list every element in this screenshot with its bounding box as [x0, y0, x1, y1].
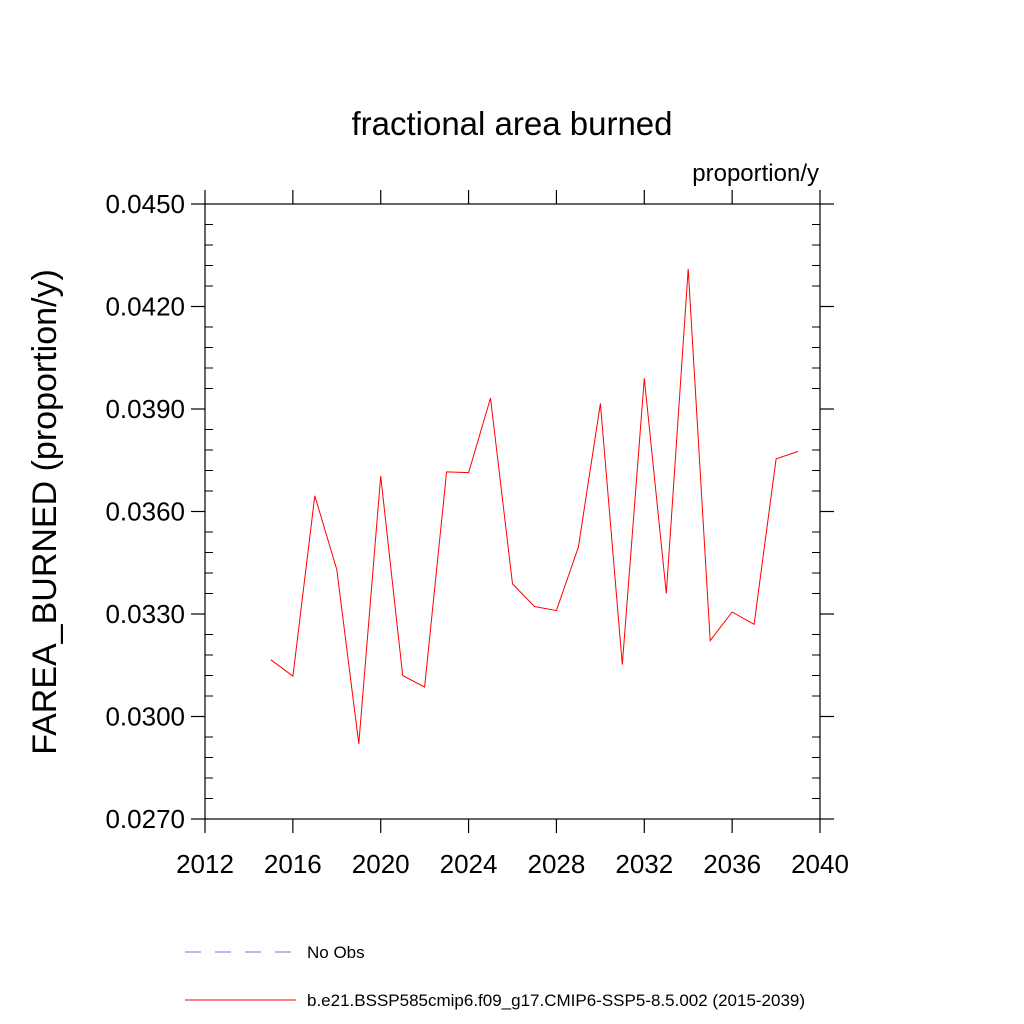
legend-label: b.e21.BSSP585cmip6.f09_g17.CMIP6-SSP5-8.…	[307, 991, 805, 1010]
y-tick-label: 0.0450	[105, 189, 185, 219]
x-tick-label: 2036	[703, 849, 761, 879]
y-tick-label: 0.0360	[105, 497, 185, 527]
units-label: proportion/y	[692, 160, 819, 187]
chart-title: fractional area burned	[351, 105, 672, 142]
plot-frame	[204, 203, 821, 820]
y-axis-title: FAREA_BURNED (proportion/y)	[26, 269, 64, 755]
x-tick-label: 2032	[615, 849, 673, 879]
y-tick-label: 0.0300	[105, 702, 185, 732]
y-tick-label: 0.0390	[105, 394, 185, 424]
legend: No Obs b.e21.BSSP585cmip6.f09_g17.CMIP6-S…	[185, 943, 805, 1010]
series-line	[270, 268, 799, 744]
y-tick-label: 0.0420	[105, 292, 185, 322]
axes: 2012 2016 2020 2024 2028 2032 2036 2040 0.0270 0.…	[105, 189, 848, 879]
x-tick-label: 2016	[264, 849, 322, 879]
y-tick-label: 0.0330	[105, 599, 185, 629]
x-tick-label: 2028	[528, 849, 586, 879]
y-tick-label: 0.0270	[105, 804, 185, 834]
x-tick-label: 2020	[352, 849, 410, 879]
series-layer	[270, 268, 799, 744]
x-tick-label: 2012	[176, 849, 234, 879]
x-tick-label: 2024	[440, 849, 498, 879]
legend-label: No Obs	[307, 943, 365, 962]
x-tick-label: 2040	[791, 849, 849, 879]
